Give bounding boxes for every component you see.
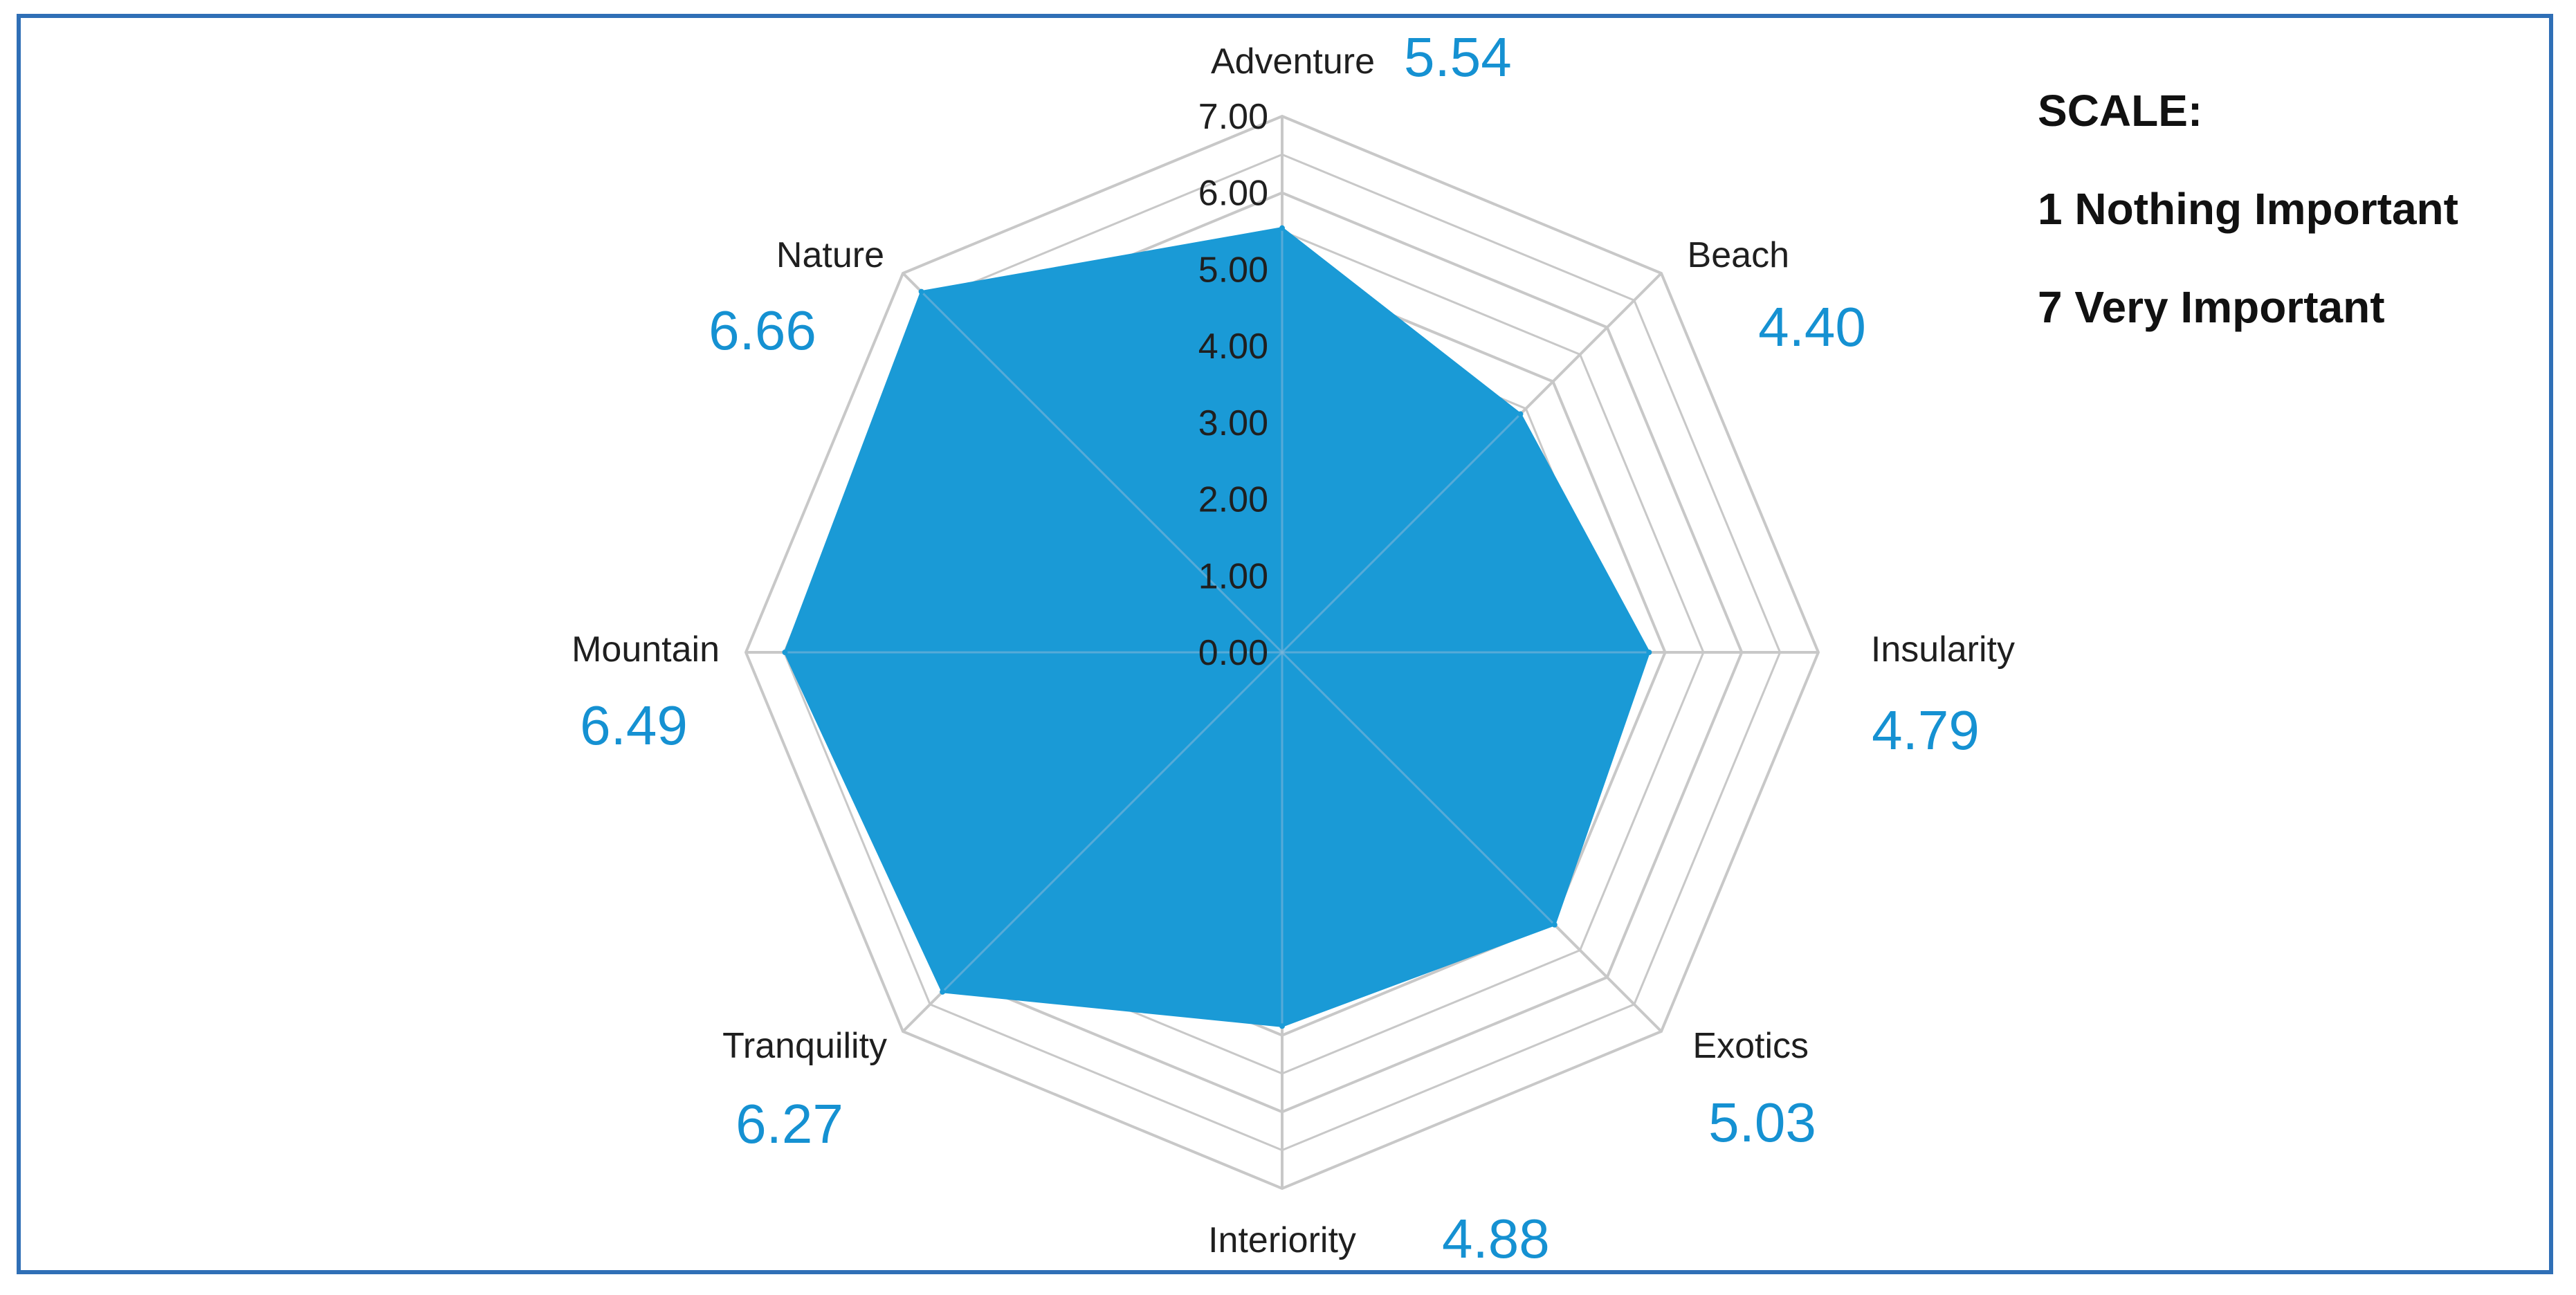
data-point-nature [918, 288, 924, 295]
scale-legend: SCALE: 1 Nothing Important 7 Very Import… [2038, 89, 2522, 383]
tick-label: 4.00 [1198, 327, 1268, 367]
data-spoke [1281, 651, 1555, 926]
tick-label: 6.00 [1198, 174, 1268, 214]
value-label-exotics: 5.03 [1708, 1092, 1816, 1153]
category-label-nature: Nature [776, 235, 884, 275]
data-point-beach [1517, 411, 1524, 417]
category-label-insularity: Insularity [1871, 630, 2015, 670]
category-label-adventure: Adventure [1211, 42, 1375, 82]
tick-label: 5.00 [1198, 250, 1268, 290]
tick-label: 2.00 [1198, 480, 1268, 520]
value-label-nature: 6.66 [709, 300, 816, 361]
data-point-exotics [1551, 921, 1558, 928]
tick-labels: 0.00 1.00 2.00 3.00 4.00 5.00 6.00 7.00 [1198, 97, 1268, 673]
data-point-tranquility [940, 989, 946, 995]
category-label-tranquility: Tranquility [722, 1026, 887, 1066]
category-label-interiority: Interiority [1208, 1220, 1356, 1260]
data-spoke [920, 291, 1284, 654]
data-point-mountain [782, 650, 788, 655]
tick-label: 7.00 [1198, 97, 1268, 137]
value-label-beach: 4.40 [1758, 296, 1866, 358]
value-label-insularity: 4.79 [1872, 699, 1980, 761]
value-label-adventure: 5.54 [1404, 26, 1512, 88]
scale-title: SCALE: [2038, 86, 2203, 136]
category-label-exotics: Exotics [1692, 1026, 1809, 1066]
value-label-mountain: 6.49 [580, 695, 688, 756]
data-point-insularity [1646, 650, 1652, 655]
category-labels: Adventure 5.54 Beach 4.40 Insularity 4.79 Exot… [572, 26, 2015, 1269]
data-layer [782, 225, 1652, 1029]
tick-label: 0.00 [1198, 633, 1268, 673]
category-label-mountain: Mountain [572, 630, 720, 670]
category-label-beach: Beach [1688, 235, 1789, 275]
tick-label: 3.00 [1198, 403, 1268, 443]
value-label-tranquility: 6.27 [736, 1093, 843, 1155]
tick-label: 1.00 [1198, 556, 1268, 596]
data-point-adventure [1279, 225, 1285, 231]
scale-low: 1 Nothing Important [2038, 184, 2458, 234]
scale-high: 7 Very Important [2038, 282, 2385, 332]
data-spoke [942, 651, 1284, 993]
value-label-interiority: 4.88 [1442, 1208, 1550, 1269]
data-spoke [1281, 413, 1522, 654]
data-point-interiority [1279, 1023, 1285, 1029]
